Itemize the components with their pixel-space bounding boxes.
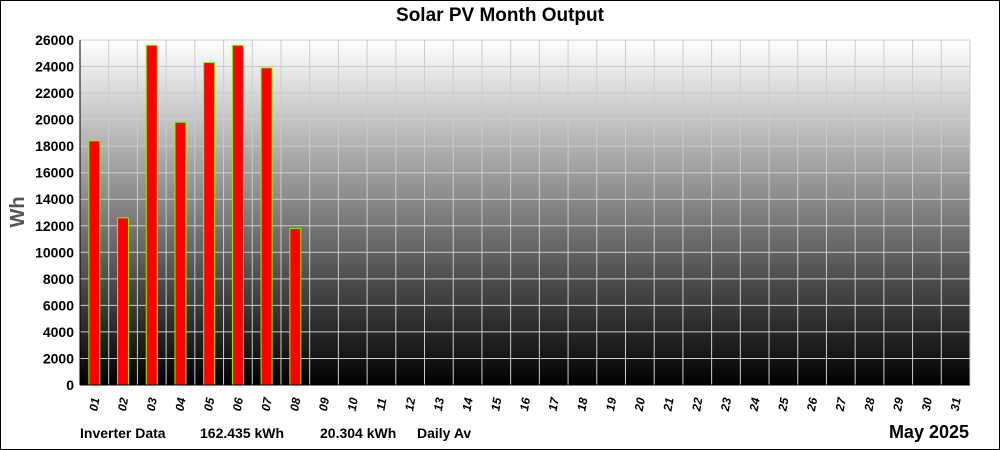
bar-day-01 bbox=[88, 140, 101, 386]
bar-day-07 bbox=[260, 67, 273, 386]
x-tick-label: 24 bbox=[747, 396, 763, 413]
x-tick-label: 12 bbox=[402, 396, 418, 412]
x-tick-label: 04 bbox=[172, 396, 188, 412]
x-tick-label: 25 bbox=[775, 396, 791, 413]
bar-day-06 bbox=[231, 44, 244, 386]
bar-day-08 bbox=[289, 227, 302, 386]
y-tick-label: 20000 bbox=[35, 112, 74, 128]
y-tick-label: 18000 bbox=[35, 138, 74, 154]
x-tick-label: 01 bbox=[86, 396, 102, 412]
bar-day-02 bbox=[117, 217, 130, 386]
x-tick-label: 28 bbox=[861, 396, 877, 413]
footer-total: 162.435 kWh bbox=[200, 425, 284, 441]
x-tick-label: 15 bbox=[488, 396, 504, 412]
x-tick-label: 18 bbox=[574, 396, 590, 412]
y-tick-label: 2000 bbox=[43, 350, 74, 366]
y-axis-label: Wh bbox=[7, 196, 29, 227]
bars bbox=[88, 44, 302, 386]
x-tick-label: 05 bbox=[201, 396, 217, 412]
x-tick-label: 06 bbox=[230, 396, 246, 412]
x-tick-label: 31 bbox=[948, 396, 964, 412]
x-tick-label: 13 bbox=[431, 396, 447, 412]
x-axis-ticks: 01 02 03 04 05 06 07 08 09 10 11 12 13 14 15 16 17 18 19 20… bbox=[86, 395, 963, 413]
x-tick-label: 16 bbox=[517, 396, 533, 412]
y-tick-label: 22000 bbox=[35, 85, 74, 101]
y-tick-label: 24000 bbox=[35, 59, 74, 75]
x-tick-label: 14 bbox=[460, 396, 476, 412]
x-tick-label: 03 bbox=[144, 396, 160, 412]
x-tick-label: 09 bbox=[316, 396, 332, 412]
x-tick-label: 20 bbox=[632, 396, 648, 413]
x-tick-label: 30 bbox=[919, 396, 935, 412]
x-tick-label: 11 bbox=[374, 397, 390, 412]
y-tick-label: 10000 bbox=[35, 244, 74, 260]
footer-period: May 2025 bbox=[889, 422, 969, 442]
y-axis-ticks: 0 2000 4000 6000 8000 10000 12000 14000 16000 180… bbox=[35, 32, 74, 393]
footer-daily-average: 20.304 kWh bbox=[320, 425, 396, 441]
footer-daily-average-label: Daily Av bbox=[417, 425, 471, 441]
x-tick-label: 27 bbox=[833, 395, 850, 413]
x-tick-label: 19 bbox=[603, 396, 619, 412]
bar-day-03 bbox=[145, 44, 158, 386]
y-tick-label: 4000 bbox=[43, 324, 74, 340]
x-tick-label: 17 bbox=[546, 395, 562, 412]
x-tick-label: 22 bbox=[689, 396, 705, 413]
x-tick-label: 07 bbox=[259, 395, 275, 412]
gridlines bbox=[80, 39, 971, 385]
y-tick-label: 12000 bbox=[35, 218, 74, 234]
x-tick-label: 08 bbox=[287, 396, 303, 412]
y-tick-label: 6000 bbox=[43, 297, 74, 313]
footer-source: Inverter Data bbox=[80, 425, 166, 441]
y-tick-label: 14000 bbox=[35, 191, 74, 207]
x-tick-label: 26 bbox=[804, 396, 820, 413]
x-tick-label: 02 bbox=[115, 396, 131, 412]
y-tick-label: 0 bbox=[66, 377, 74, 393]
x-tick-label: 29 bbox=[890, 396, 906, 413]
x-tick-label: 21 bbox=[660, 396, 676, 413]
bar-day-05 bbox=[203, 62, 216, 386]
y-tick-label: 16000 bbox=[35, 165, 74, 181]
x-tick-label: 23 bbox=[718, 396, 734, 413]
chart-title: Solar PV Month Output bbox=[396, 5, 605, 26]
y-tick-label: 26000 bbox=[35, 32, 74, 48]
bar-day-04 bbox=[174, 121, 187, 386]
plot-area bbox=[80, 40, 970, 385]
x-tick-label: 10 bbox=[345, 396, 361, 412]
y-tick-label: 8000 bbox=[43, 271, 74, 287]
